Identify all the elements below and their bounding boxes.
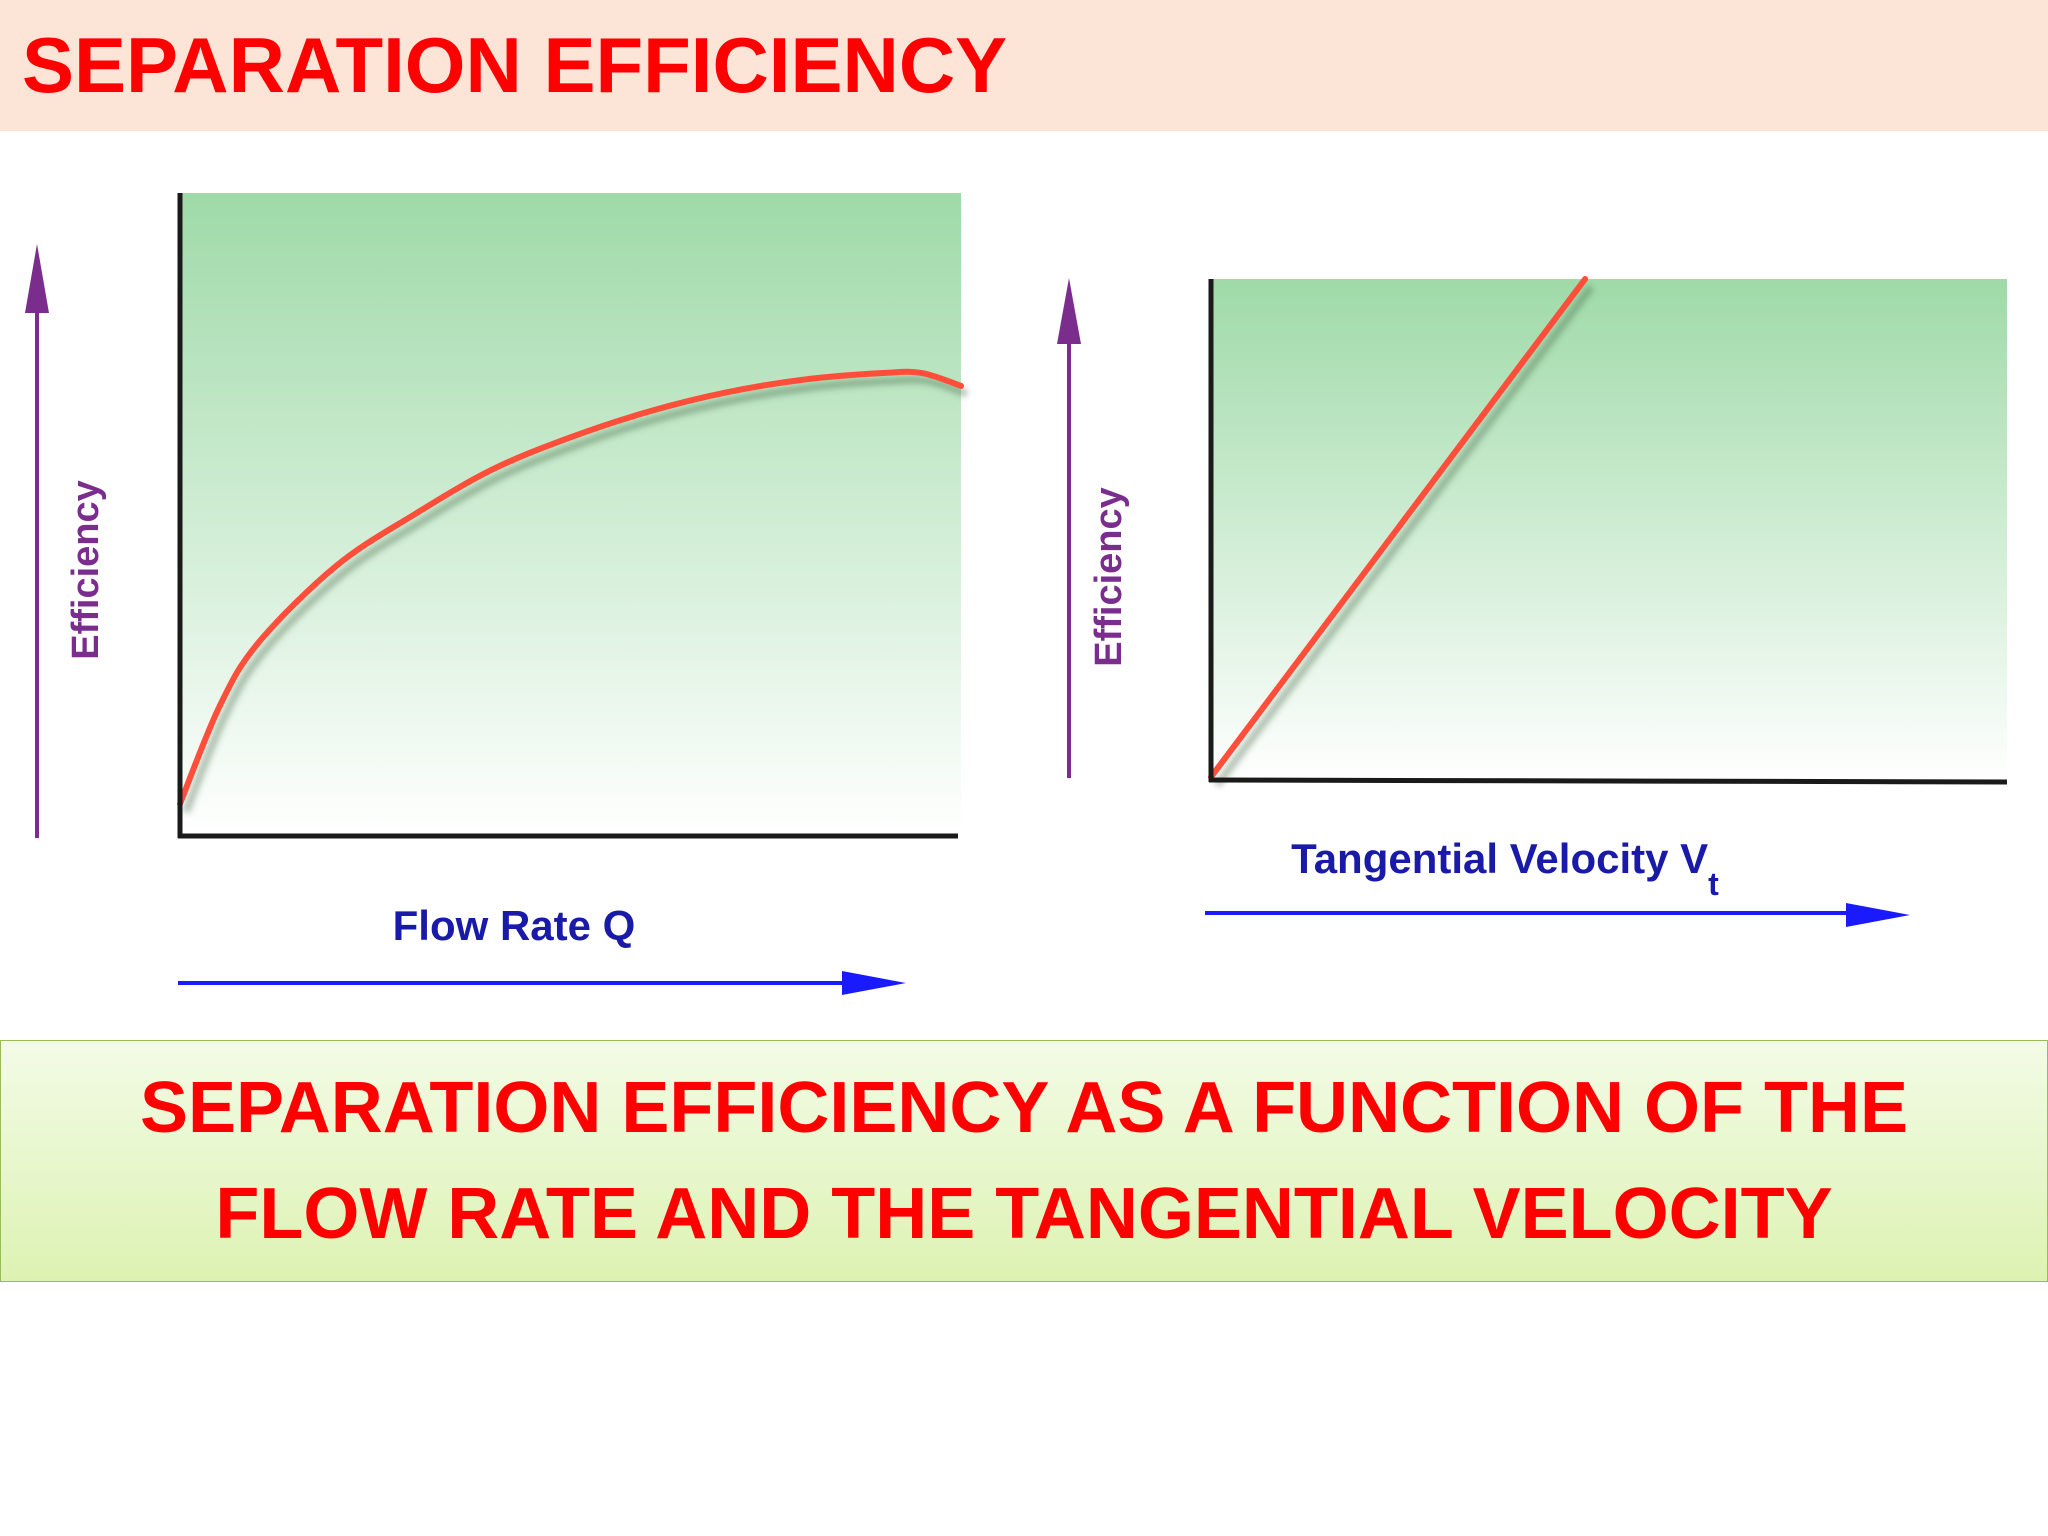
chart-tangential-velocity: Efficiency Tangential Velocity Vt <box>1057 276 2008 927</box>
series-line-tangential-velocity <box>1208 276 1589 780</box>
x-axis-label-2-subscript: t <box>1708 866 1719 902</box>
curve-shadow-2 <box>1213 284 1595 788</box>
x-axis-label-2: Tangential Velocity Vt <box>1291 835 1719 902</box>
x-axis-label-1: Flow Rate Q <box>393 902 636 949</box>
page-title: SEPARATION EFFICIENCY <box>22 21 1008 109</box>
title-bar: SEPARATION EFFICIENCY <box>0 0 2048 131</box>
x-axis-line-2 <box>1208 777 2008 785</box>
plot-area-1 <box>180 193 961 836</box>
y-axis-label-1: Efficiency <box>65 480 107 660</box>
curve-shadow-1 <box>182 375 969 814</box>
caption-box: SEPARATION EFFICIENCY AS A FUNCTION OF T… <box>0 1040 2048 1282</box>
x-axis-label-2-main: Tangential Velocity V <box>1291 835 1708 882</box>
x-arrow-head-1 <box>842 971 906 995</box>
caption-text: SEPARATION EFFICIENCY AS A FUNCTION OF T… <box>139 1068 1909 1254</box>
series-line-flow-rate <box>177 368 964 807</box>
y-arrow-head-1 <box>25 244 49 313</box>
y-axis-label-2: Efficiency <box>1088 487 1130 667</box>
chart-flow-rate: Efficiency Flow Rate Q <box>25 193 969 995</box>
x-arrow-head-2 <box>1846 903 1910 927</box>
plot-area-2 <box>1211 279 2007 782</box>
charts-figure: Efficiency Flow Rate Q Efficiency Tangen… <box>25 193 2008 995</box>
y-arrow-head-2 <box>1057 278 1081 344</box>
